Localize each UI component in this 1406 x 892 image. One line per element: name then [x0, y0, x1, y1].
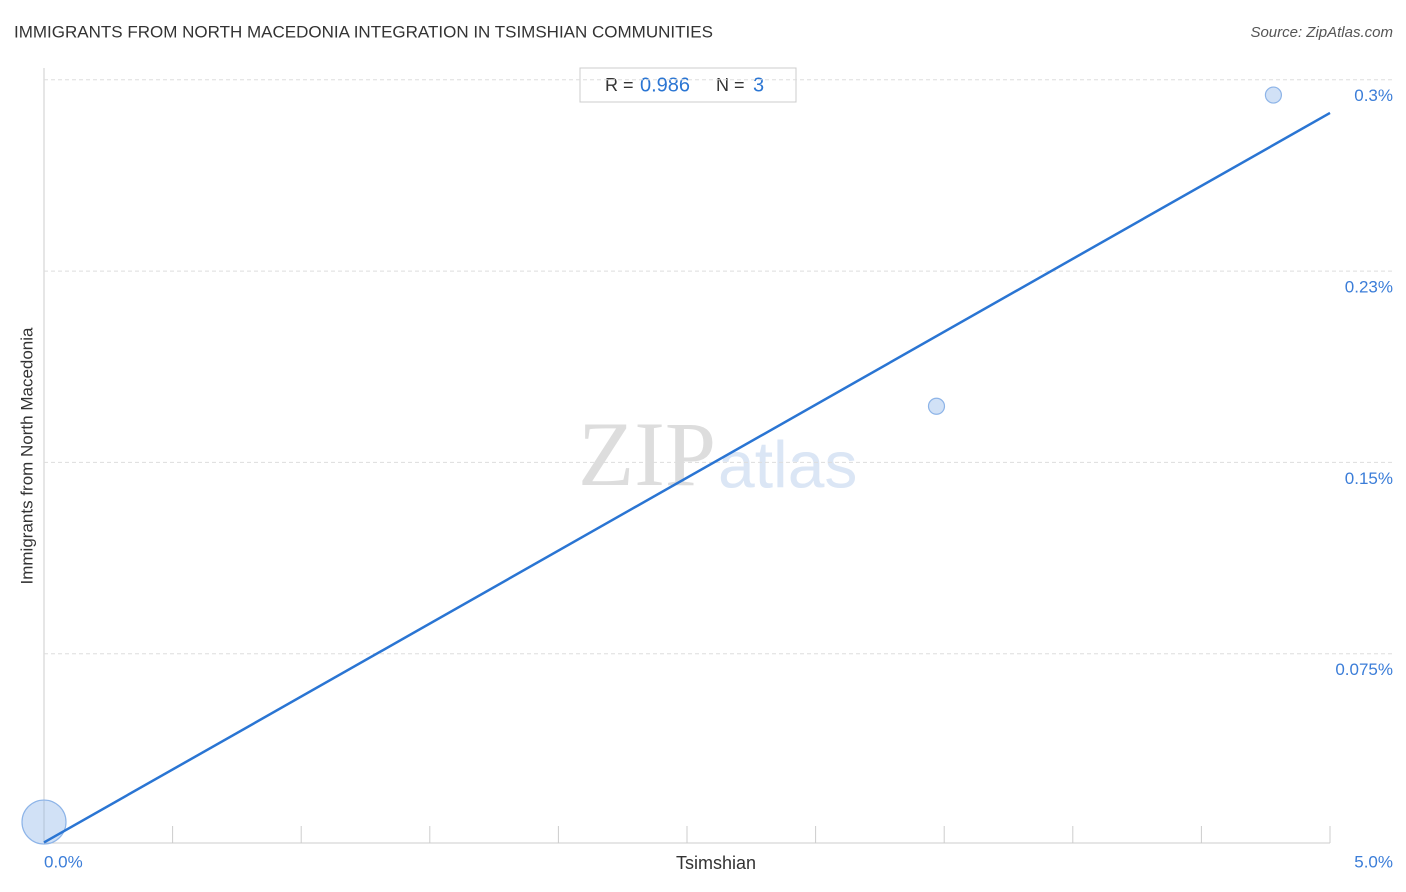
y-tick-label: 0.15% [1345, 469, 1393, 488]
trend-line [43, 111, 1331, 844]
watermark: atlas [718, 427, 857, 501]
r-value: 0.986 [640, 74, 690, 96]
n-value: 3 [753, 74, 764, 96]
x-axis-label: Tsimshian [676, 853, 756, 873]
watermark: ZIP [578, 403, 716, 505]
x-tick-label: 5.0% [1354, 852, 1393, 871]
point [927, 397, 946, 415]
y-tick-label: 0.3% [1354, 86, 1393, 105]
x-tick-label: 0.0% [44, 852, 83, 871]
y-axis-label: Immigrants from North Macedonia [17, 327, 36, 585]
chart-title: IMMIGRANTS FROM NORTH MACEDONIA INTEGRAT… [14, 22, 713, 41]
y-tick-label: 0.23% [1345, 278, 1393, 297]
stats-box [579, 67, 797, 103]
source: Source: ZipAtlas.com [1250, 24, 1393, 41]
point [1264, 86, 1283, 104]
point [21, 799, 67, 845]
y-tick-label: 0.075% [1335, 660, 1393, 679]
n-label: N = [716, 75, 745, 95]
r-label: R = [605, 75, 634, 95]
